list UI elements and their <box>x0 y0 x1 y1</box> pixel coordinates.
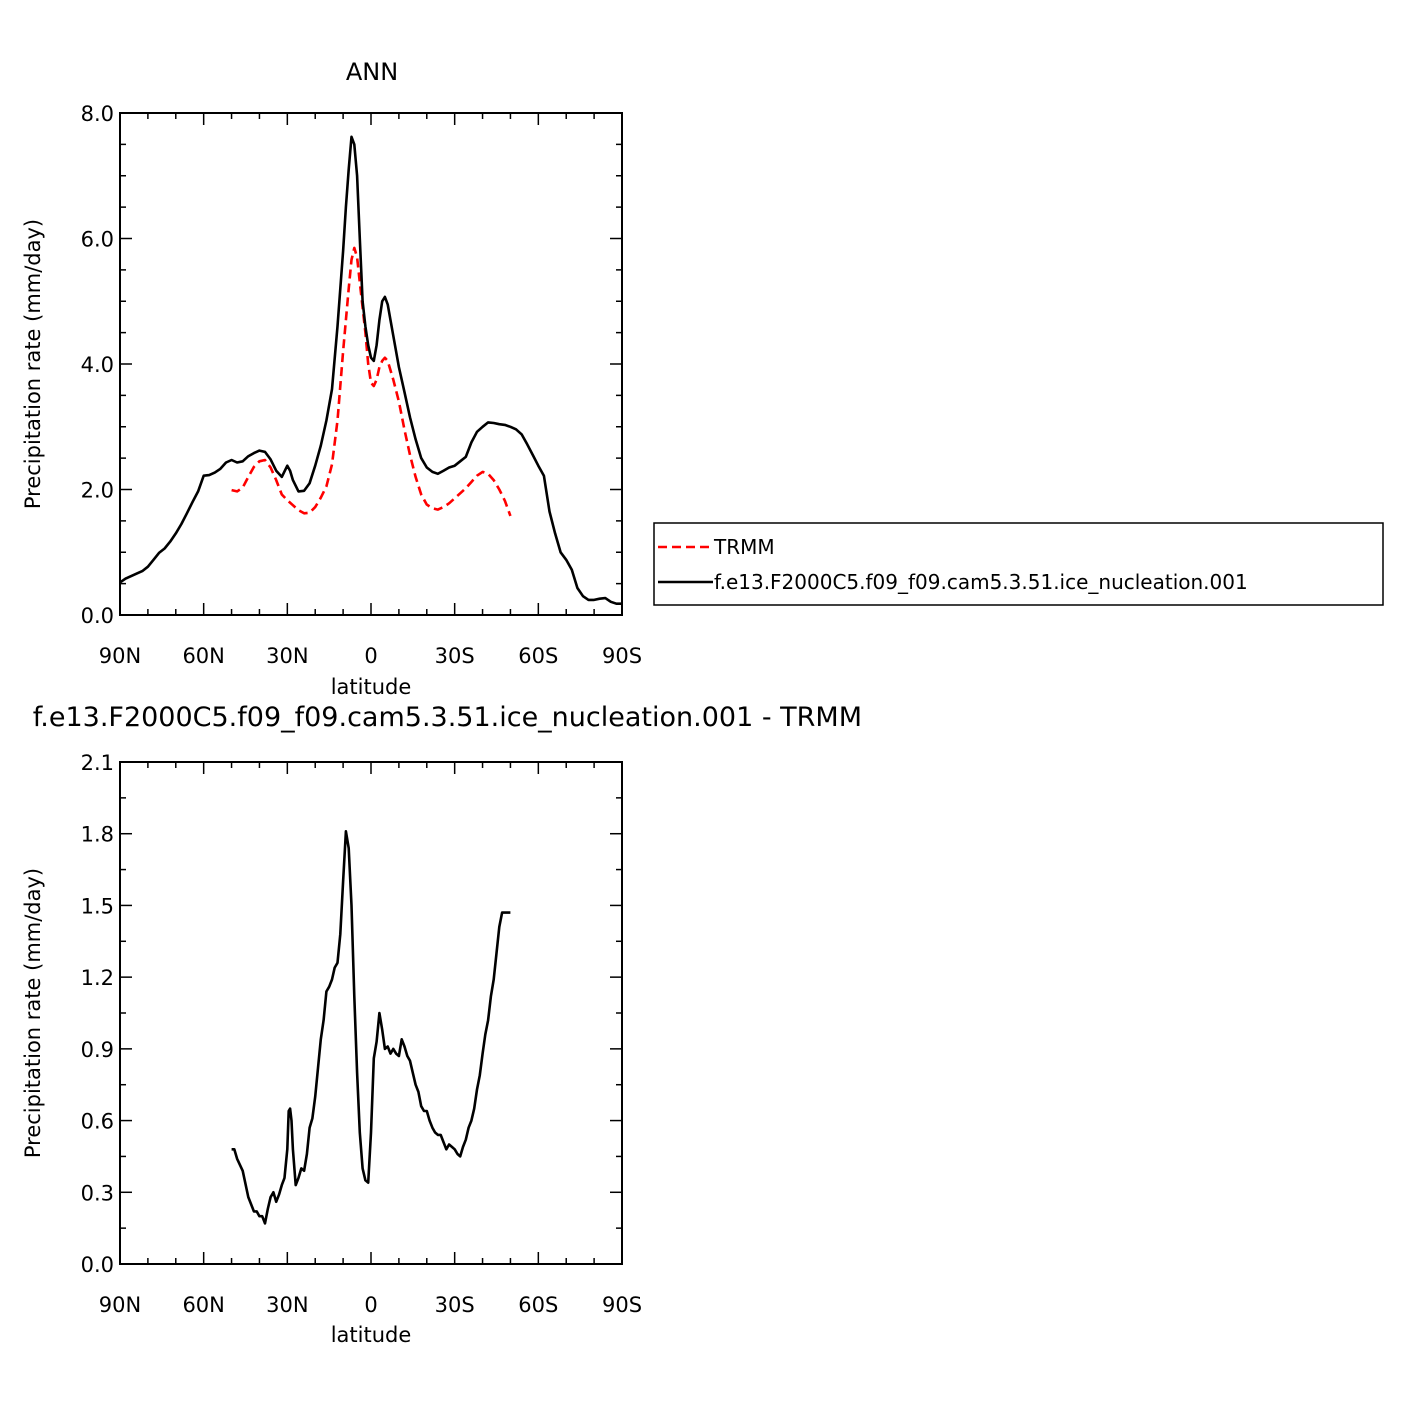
x-tick-label: 30N <box>266 1293 308 1317</box>
bottom-y-axis-label: Precipitation rate (mm/day) <box>21 868 45 1158</box>
legend-label-trmm: TRMM <box>713 535 775 559</box>
x-tick-label: 90N <box>99 1293 141 1317</box>
y-tick-label: 0.0 <box>81 1253 114 1277</box>
top-plot-frame <box>119 112 623 616</box>
x-tick-label: 90S <box>602 1293 642 1317</box>
y-tick-label: 1.2 <box>81 966 114 990</box>
bottom-plot-frame <box>119 761 623 1265</box>
top-x-axis-label: latitude <box>331 675 412 699</box>
y-tick-label: 1.5 <box>81 894 114 918</box>
top-tick-marks <box>119 112 623 616</box>
x-tick-label: 30S <box>435 644 475 668</box>
bottom-chart-title: f.e13.F2000C5.f09_f09.cam5.3.51.ice_nucl… <box>33 702 862 733</box>
top-x-tick-labels: 90N 60N 30N 0 30S 60S 90S <box>99 644 642 668</box>
x-tick-label: 60N <box>182 644 224 668</box>
y-tick-label: 0.3 <box>81 1181 114 1205</box>
x-tick-label: 30N <box>266 644 308 668</box>
x-tick-label: 90N <box>99 644 141 668</box>
legend: TRMM f.e13.F2000C5.f09_f09.cam5.3.51.ice… <box>653 522 1384 606</box>
y-tick-label: 0.6 <box>81 1110 114 1134</box>
top-y-tick-labels: 0.0 2.0 4.0 6.0 8.0 <box>81 102 114 628</box>
bottom-tick-marks <box>119 761 623 1265</box>
bottom-y-tick-labels: 0.0 0.3 0.6 0.9 1.2 1.5 1.8 2.1 <box>81 751 114 1277</box>
bottom-x-axis-label: latitude <box>331 1323 412 1347</box>
y-tick-label: 8.0 <box>81 102 114 126</box>
bottom-series-lines <box>231 829 511 1225</box>
y-tick-label: 2.1 <box>81 751 114 775</box>
bottom-series-line-0 <box>231 829 511 1225</box>
top-y-axis-label: Precipitation rate (mm/day) <box>21 219 45 509</box>
x-tick-label: 30S <box>435 1293 475 1317</box>
y-tick-label: 0.0 <box>81 604 114 628</box>
bottom-panel: f.e13.F2000C5.f09_f09.cam5.3.51.ice_nucl… <box>21 702 862 1347</box>
x-tick-label: 60S <box>518 1293 558 1317</box>
top-series-line-0 <box>231 246 512 517</box>
bottom-x-tick-labels: 90N 60N 30N 0 30S 60S 90S <box>99 1293 642 1317</box>
top-panel: ANN 0.02.04.06.08.0 90N 60N 30N 0 30S 60S 90S … <box>21 58 1384 699</box>
x-tick-label: 60S <box>518 644 558 668</box>
y-tick-label: 1.8 <box>81 823 114 847</box>
x-tick-label: 0 <box>364 644 377 668</box>
legend-box <box>653 522 1384 606</box>
legend-label-model: f.e13.F2000C5.f09_f09.cam5.3.51.ice_nucl… <box>714 570 1248 594</box>
top-series-line-1 <box>119 135 622 606</box>
x-tick-label: 0 <box>364 1293 377 1317</box>
top-chart-title: ANN <box>346 58 398 86</box>
y-tick-label: 6.0 <box>81 228 114 252</box>
y-tick-label: 4.0 <box>81 353 114 377</box>
y-tick-label: 0.9 <box>81 1038 114 1062</box>
y-tick-label: 2.0 <box>81 479 114 503</box>
x-tick-label: 90S <box>602 644 642 668</box>
x-tick-label: 60N <box>182 1293 224 1317</box>
top-series-lines <box>119 135 622 606</box>
